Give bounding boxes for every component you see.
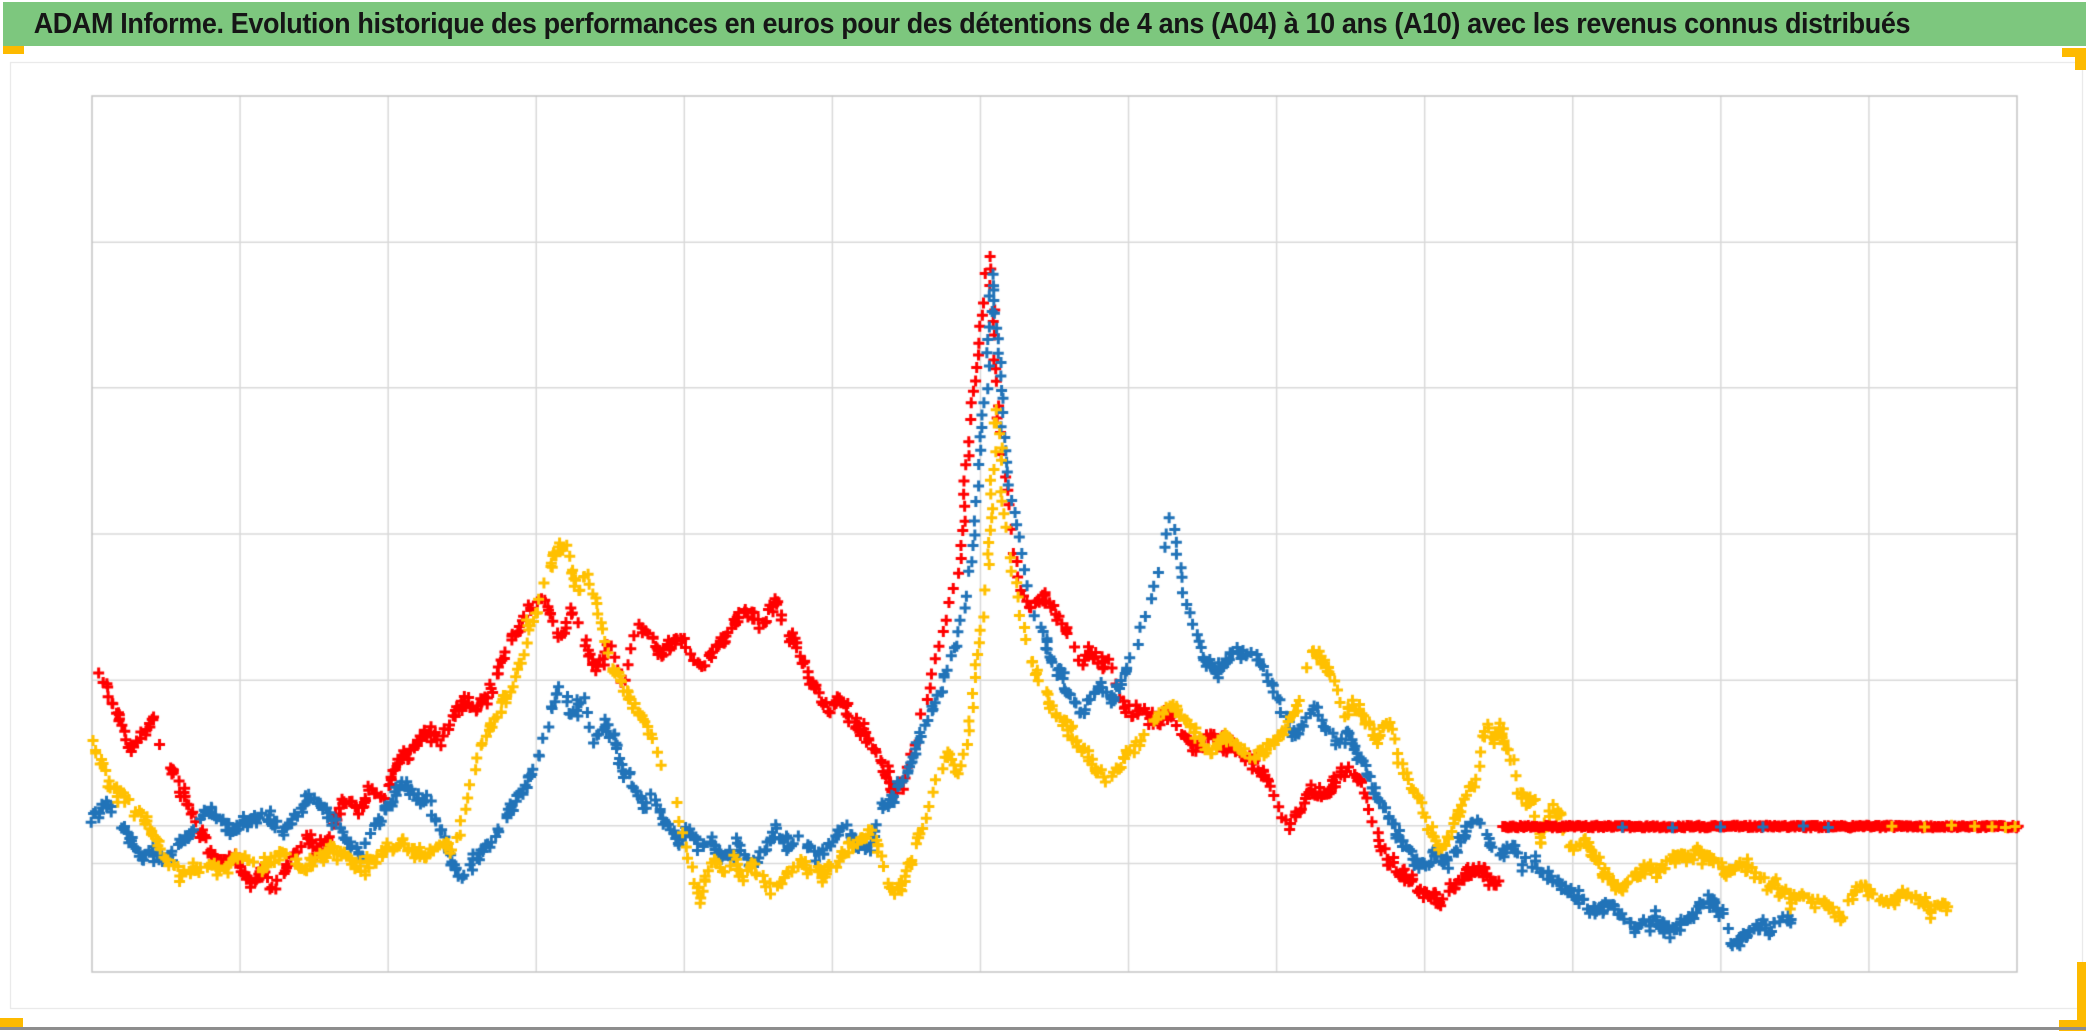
bottom-rule [0, 1027, 2086, 1030]
corner-marker-top-right-h [2062, 48, 2086, 57]
corner-marker-top-left [3, 46, 24, 54]
corner-marker-bottom-right-h [2059, 1020, 2086, 1031]
title-bar: ADAM Informe. Evolution historique des p… [3, 2, 2086, 46]
corner-marker-bottom-right-v [2077, 962, 2086, 1031]
page-title: ADAM Informe. Evolution historique des p… [33, 7, 1911, 40]
corner-marker-bottom-left [0, 1018, 23, 1028]
corner-marker-top-right-v [2075, 48, 2086, 70]
